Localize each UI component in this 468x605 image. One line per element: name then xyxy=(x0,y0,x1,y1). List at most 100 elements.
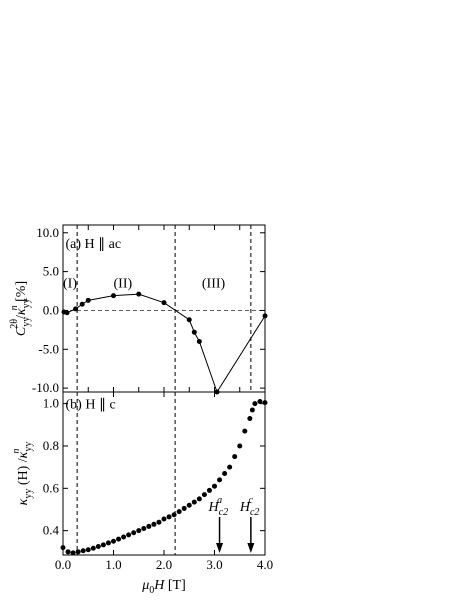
data-point xyxy=(252,401,258,407)
label-part: n xyxy=(9,305,20,310)
data-point xyxy=(64,310,70,316)
data-point xyxy=(262,400,268,406)
label-part: κ xyxy=(16,451,31,458)
data-point xyxy=(111,538,116,544)
label-part: 2θ xyxy=(9,319,20,329)
annotation: (III) xyxy=(202,276,226,291)
data-point xyxy=(111,293,116,299)
data-point xyxy=(105,540,111,546)
label-part: c2 xyxy=(219,507,228,518)
data-point xyxy=(257,399,263,405)
data-point xyxy=(232,454,238,460)
data-point xyxy=(186,502,192,508)
data-point xyxy=(166,514,172,520)
annotation: (b) H ∥ c xyxy=(66,398,116,413)
y-tick-label: 0.4 xyxy=(43,523,60,538)
data-point xyxy=(136,291,142,297)
data-point xyxy=(90,545,96,551)
label-part: c2 xyxy=(250,507,259,518)
y-tick-label: 0.0 xyxy=(43,302,59,317)
data-point xyxy=(100,542,106,548)
arrow-label: Hc2a xyxy=(208,495,229,518)
data-point xyxy=(237,443,243,449)
y-axis-label: κyy (H) /κyyn xyxy=(11,442,34,506)
data-point xyxy=(131,530,137,536)
data-point xyxy=(161,300,167,306)
label-part: a xyxy=(217,495,222,506)
data-point xyxy=(136,528,142,534)
annotation: (a) H ∥ ac xyxy=(66,237,122,252)
label-part: 0 xyxy=(149,585,154,596)
label-part: c xyxy=(248,495,253,506)
data-point xyxy=(70,550,76,556)
data-point xyxy=(247,415,253,421)
x-tick-label: 2.0 xyxy=(156,557,172,572)
data-point xyxy=(121,534,127,540)
label-part: yy xyxy=(23,489,34,499)
data-point xyxy=(186,317,192,323)
data-point xyxy=(222,471,228,476)
data-point xyxy=(126,532,132,538)
data-point xyxy=(201,492,207,498)
y-tick-label: 1.0 xyxy=(43,396,59,411)
data-point xyxy=(95,544,101,550)
arrow-head xyxy=(247,543,255,553)
label-part: H xyxy=(239,500,251,515)
x-axis-label: μ0H [T] xyxy=(141,578,186,596)
x-tick-label: 4.0 xyxy=(257,557,273,572)
data-point xyxy=(161,516,167,522)
data-point xyxy=(80,548,86,554)
label-part: H xyxy=(153,578,165,593)
data-point xyxy=(196,339,202,345)
data-point xyxy=(75,549,81,555)
label-part: yy xyxy=(21,317,32,327)
y-tick-label: -10.0 xyxy=(32,380,59,395)
x-tick-label: 0.0 xyxy=(55,557,71,572)
label-part: n xyxy=(11,449,22,454)
label-part: [%] xyxy=(14,281,29,306)
data-line xyxy=(63,293,266,394)
annotation: (II) xyxy=(114,276,133,291)
y-tick-label: 10.0 xyxy=(36,225,59,240)
y-tick-label: 5.0 xyxy=(43,264,59,279)
data-point xyxy=(206,487,212,493)
data-point xyxy=(212,483,217,489)
data-point xyxy=(242,428,248,434)
data-point xyxy=(146,523,152,529)
y-tick-label: 0.8 xyxy=(43,438,59,453)
label-part: κ xyxy=(16,498,31,505)
label-part: [T] xyxy=(164,578,185,593)
data-point xyxy=(249,407,255,413)
y-axis-label: Cyy2θ/κyyn [%] xyxy=(9,281,32,336)
annotation: (I) xyxy=(63,276,77,291)
data-point xyxy=(79,301,85,307)
label-part: C xyxy=(14,326,29,336)
data-point xyxy=(65,549,71,555)
label-part: yy xyxy=(23,442,34,452)
data-point xyxy=(262,313,268,319)
label-part: (H) / xyxy=(16,458,31,488)
data-point xyxy=(171,512,177,518)
data-point xyxy=(227,464,233,470)
data-point xyxy=(141,526,147,532)
arrow-head xyxy=(216,543,224,553)
data-point xyxy=(196,496,202,502)
label-part: yy xyxy=(21,298,32,308)
data-point xyxy=(151,521,157,527)
data-point xyxy=(60,545,66,551)
data-point xyxy=(85,297,91,303)
data-point xyxy=(176,509,182,515)
y-tick-label: -5.0 xyxy=(38,341,59,356)
x-tick-label: 3.0 xyxy=(206,557,222,572)
data-point xyxy=(181,505,187,511)
x-tick-label: 1.0 xyxy=(105,557,121,572)
data-point xyxy=(217,477,223,483)
label-part: / xyxy=(14,315,29,319)
arrow-label: Hc2c xyxy=(239,495,260,518)
label-part: μ xyxy=(141,578,149,593)
data-point xyxy=(85,547,91,553)
data-point xyxy=(116,536,122,542)
data-point xyxy=(73,306,79,312)
data-point xyxy=(191,329,197,335)
